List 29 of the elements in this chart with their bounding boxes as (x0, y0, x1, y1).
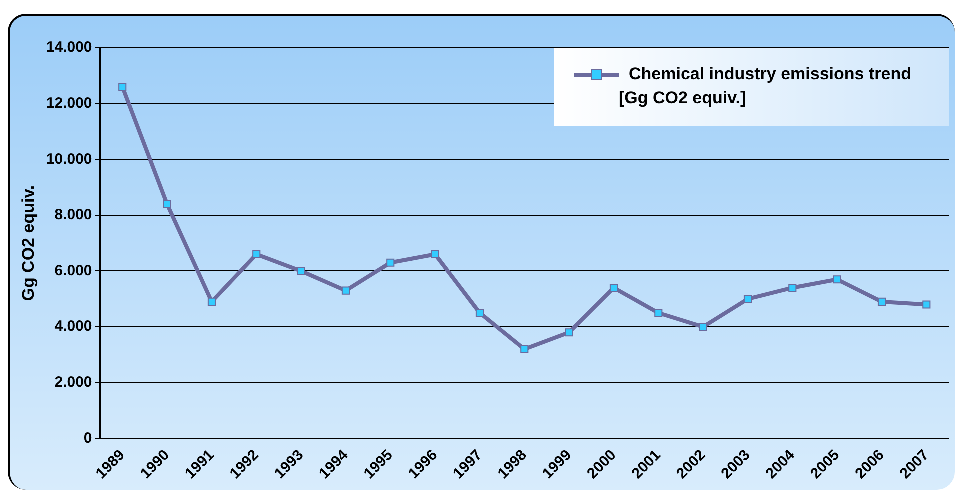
legend-label: Chemical industry emissions trend [Gg CO2 equiv.] (619, 64, 912, 108)
point (565, 328, 574, 337)
y-tick-label: 14.000 (46, 39, 92, 56)
point (654, 309, 663, 318)
y-tick-label: 12.000 (46, 94, 92, 112)
point (208, 298, 216, 306)
point (297, 267, 306, 276)
point (163, 200, 172, 208)
point (699, 323, 708, 332)
point (520, 345, 529, 354)
point (252, 250, 261, 259)
y-tick-label: 6.000 (54, 262, 92, 280)
y-tick-label: 10.000 (46, 150, 92, 168)
point (476, 309, 484, 318)
point (118, 83, 127, 92)
point (342, 286, 350, 295)
point (833, 276, 842, 284)
y-tick-label: 4.000 (54, 318, 92, 336)
y-tick-label: 2.000 (54, 374, 92, 392)
point (788, 284, 797, 292)
point (386, 258, 395, 267)
y-tick-label: 8.000 (54, 206, 92, 224)
point (431, 250, 440, 259)
point (610, 284, 618, 292)
y-tick-label: 0 (84, 430, 92, 447)
point (878, 298, 886, 306)
point (922, 300, 931, 309)
y-axis-title: Gg CO2 equiv. (18, 185, 38, 302)
point (744, 295, 752, 304)
